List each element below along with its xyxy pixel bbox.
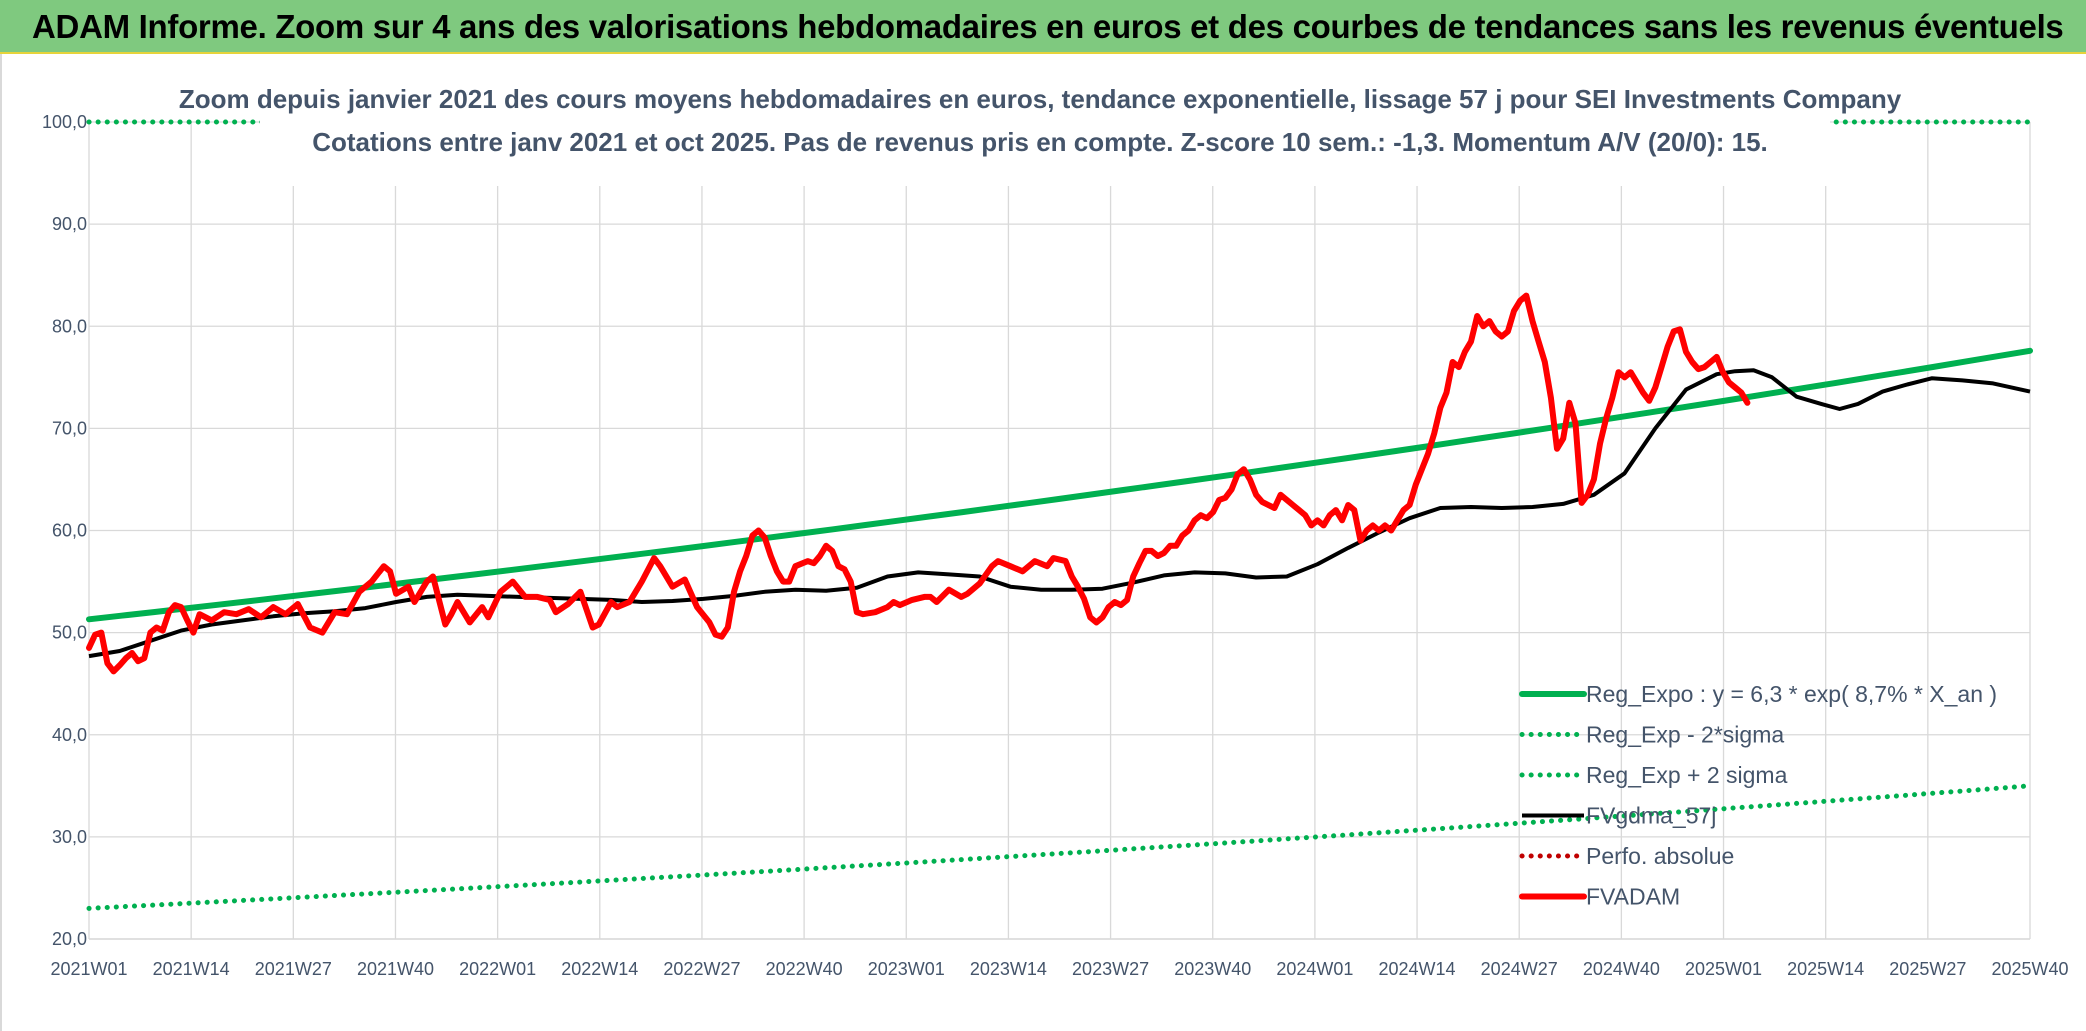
- y-tick-label: 50,0: [52, 623, 87, 643]
- series-fvadam: [86, 292, 1751, 675]
- series-group: [86, 119, 2033, 911]
- legend: Reg_Expo : y = 6,3 * exp( 8,7% * X_an ) R…: [1519, 681, 1997, 910]
- x-tick-label: 2022W40: [766, 959, 843, 979]
- x-tick-label: 2025W27: [1889, 959, 1966, 979]
- legend-entry: Reg_Exp - 2*sigma: [1586, 722, 1784, 748]
- header-bar: ADAM Informe. Zoom sur 4 ans des valoris…: [0, 0, 2086, 54]
- chart-frame: 20,0 30,0 40,0 50,0 60,0 70,0 80,0 90,0 100,0 202…: [0, 54, 2086, 1031]
- x-tick-label: 2023W40: [1174, 959, 1251, 979]
- y-tick-label: 70,0: [52, 418, 87, 438]
- y-tick-label: 100,0: [42, 112, 87, 132]
- series-reg-exp-2-sigma: [86, 783, 2033, 911]
- x-tick-label: 2024W27: [1481, 959, 1558, 979]
- y-tick-label: 80,0: [52, 316, 87, 336]
- series-reg-expo: [86, 347, 2033, 623]
- x-tick-label: 2021W40: [357, 959, 434, 979]
- series-fvgdma-57j: [88, 368, 2031, 659]
- x-tick-label: 2024W40: [1583, 959, 1660, 979]
- y-tick-label: 60,0: [52, 521, 87, 541]
- chart-title-backdrop: [260, 74, 1830, 186]
- legend-entry: FVgdma_57j: [1586, 803, 1716, 829]
- legend-entry: Reg_Exp + 2 sigma: [1586, 762, 1788, 788]
- legend-entry: FVADAM: [1586, 884, 1680, 910]
- x-tick-label: 2022W01: [459, 959, 536, 979]
- x-tick-label: 2024W14: [1379, 959, 1456, 979]
- chart: 20,0 30,0 40,0 50,0 60,0 70,0 80,0 90,0 100,0 202…: [42, 74, 2069, 979]
- x-tick-label: 2022W27: [663, 959, 740, 979]
- x-tick-label: 2022W14: [561, 959, 638, 979]
- y-tick-label: 40,0: [52, 725, 87, 745]
- x-tick-label: 2025W14: [1787, 959, 1864, 979]
- x-tick-label: 2023W01: [868, 959, 945, 979]
- legend-entry: Reg_Expo : y = 6,3 * exp( 8,7% * X_an ): [1586, 681, 1997, 707]
- x-tick-label: 2023W14: [970, 959, 1047, 979]
- axes: 20,0 30,0 40,0 50,0 60,0 70,0 80,0 90,0 100,0 202…: [42, 112, 2069, 979]
- y-tick-label: 20,0: [52, 929, 87, 949]
- y-tick-label: 90,0: [52, 214, 87, 234]
- x-tick-label: 2021W27: [255, 959, 332, 979]
- chart-subtitle: Cotations entre janv 2021 et oct 2025. P…: [312, 127, 1768, 157]
- page-title: ADAM Informe. Zoom sur 4 ans des valoris…: [32, 8, 2064, 45]
- x-tick-label: 2021W01: [50, 959, 127, 979]
- x-tick-label: 2025W01: [1685, 959, 1762, 979]
- x-tick-label: 2024W01: [1276, 959, 1353, 979]
- chart-title: Zoom depuis janvier 2021 des cours moyen…: [179, 84, 1902, 114]
- x-tick-label: 2021W14: [153, 959, 230, 979]
- x-tick-label: 2023W27: [1072, 959, 1149, 979]
- x-tick-label: 2025W40: [1991, 959, 2068, 979]
- legend-entry: Perfo. absolue: [1586, 843, 1734, 869]
- grid: [88, 121, 2031, 940]
- y-tick-label: 30,0: [52, 827, 87, 847]
